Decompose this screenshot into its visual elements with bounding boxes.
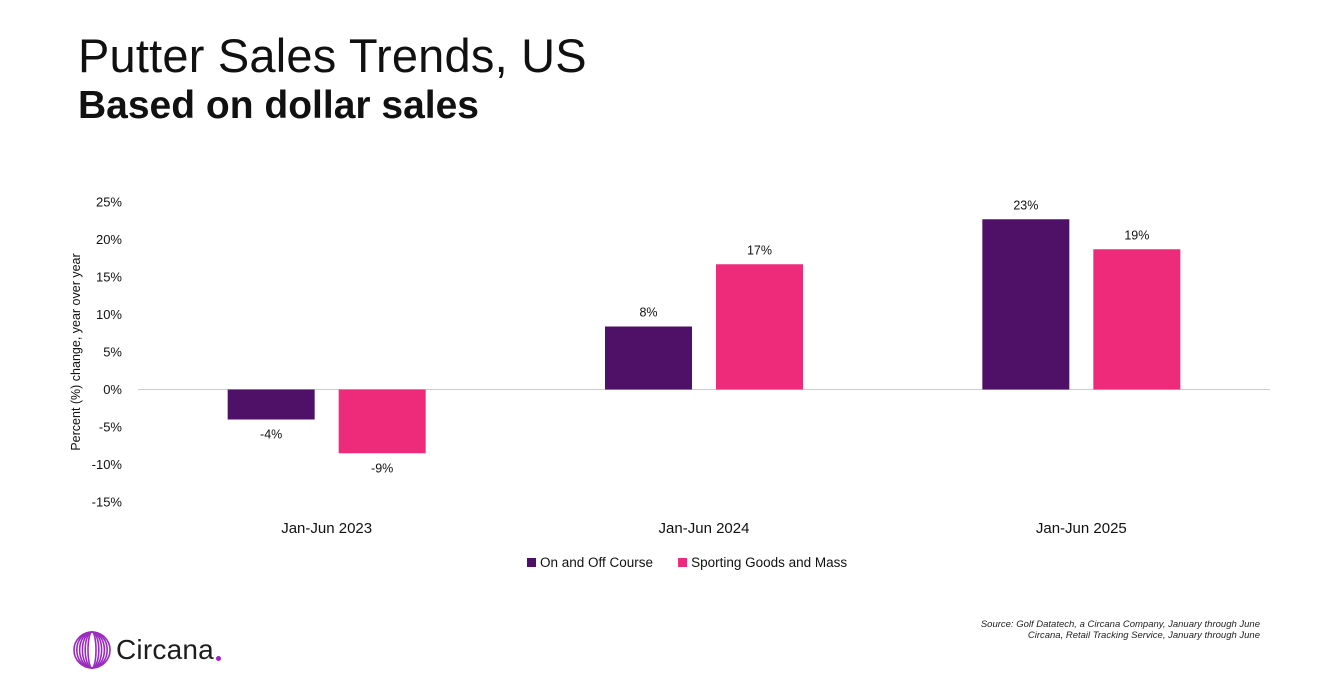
y-tick-label: 15% — [96, 270, 122, 285]
data-label: 17% — [747, 243, 772, 257]
legend-swatch-0 — [527, 558, 536, 567]
source-line-2: Circana, Retail Tracking Service, Januar… — [1027, 630, 1260, 641]
legend-swatch-1 — [678, 558, 688, 567]
chart-subtitle: Based on dollar sales — [78, 84, 479, 127]
y-tick-label: 20% — [96, 232, 122, 247]
logo-ring — [76, 631, 108, 669]
logo-ring — [87, 631, 97, 669]
data-label: 23% — [1013, 198, 1038, 212]
bar-sporting-goods-1 — [716, 264, 803, 390]
bar-sporting-goods-2 — [1093, 249, 1181, 390]
x-tick-label: Jan-Jun 2025 — [1036, 520, 1127, 537]
data-label: -9% — [371, 461, 393, 475]
logo-dot — [215, 656, 221, 661]
y-tick-label: -15% — [92, 495, 123, 510]
logo-ring — [78, 631, 106, 669]
y-axis-title: Percent (%) change, year over year — [69, 253, 83, 450]
data-label: 8% — [639, 306, 657, 320]
y-tick-label: 25% — [96, 195, 122, 210]
data-label: -4% — [260, 428, 282, 442]
legend-label-0: On and Off Course — [540, 555, 653, 570]
x-tick-label: Jan-Jun 2023 — [281, 520, 372, 537]
legend-label-1: Sporting Goods and Mass — [691, 555, 847, 570]
x-tick-label: Jan-Jun 2024 — [659, 520, 750, 537]
source-note: Source: Golf Datatech, a Circana Company… — [981, 619, 1260, 641]
y-tick-label: -10% — [92, 457, 123, 472]
source-line-1: Source: Golf Datatech, a Circana Company… — [980, 619, 1260, 630]
bar-chart: 25% 20% 15% 10% 5% 0% -5% -10% -15% Percent (%) c… — [69, 195, 1270, 570]
y-tick-label: 0% — [103, 382, 122, 397]
y-tick-label: 10% — [96, 307, 122, 322]
bar-on-off-course-2 — [982, 219, 1070, 390]
bar-on-off-course-0 — [227, 389, 315, 420]
chart-title: Putter Sales Trends, US — [78, 29, 587, 82]
circana-logo: Circana — [72, 630, 221, 670]
bar-on-off-course-1 — [605, 326, 692, 390]
y-tick-label: 5% — [103, 345, 122, 360]
y-tick-label: -5% — [99, 420, 123, 435]
data-label: 19% — [1124, 228, 1149, 242]
logo-wordmark: Circana — [116, 634, 214, 665]
circana-rings-icon — [73, 631, 111, 669]
bar-sporting-goods-0 — [338, 389, 426, 454]
